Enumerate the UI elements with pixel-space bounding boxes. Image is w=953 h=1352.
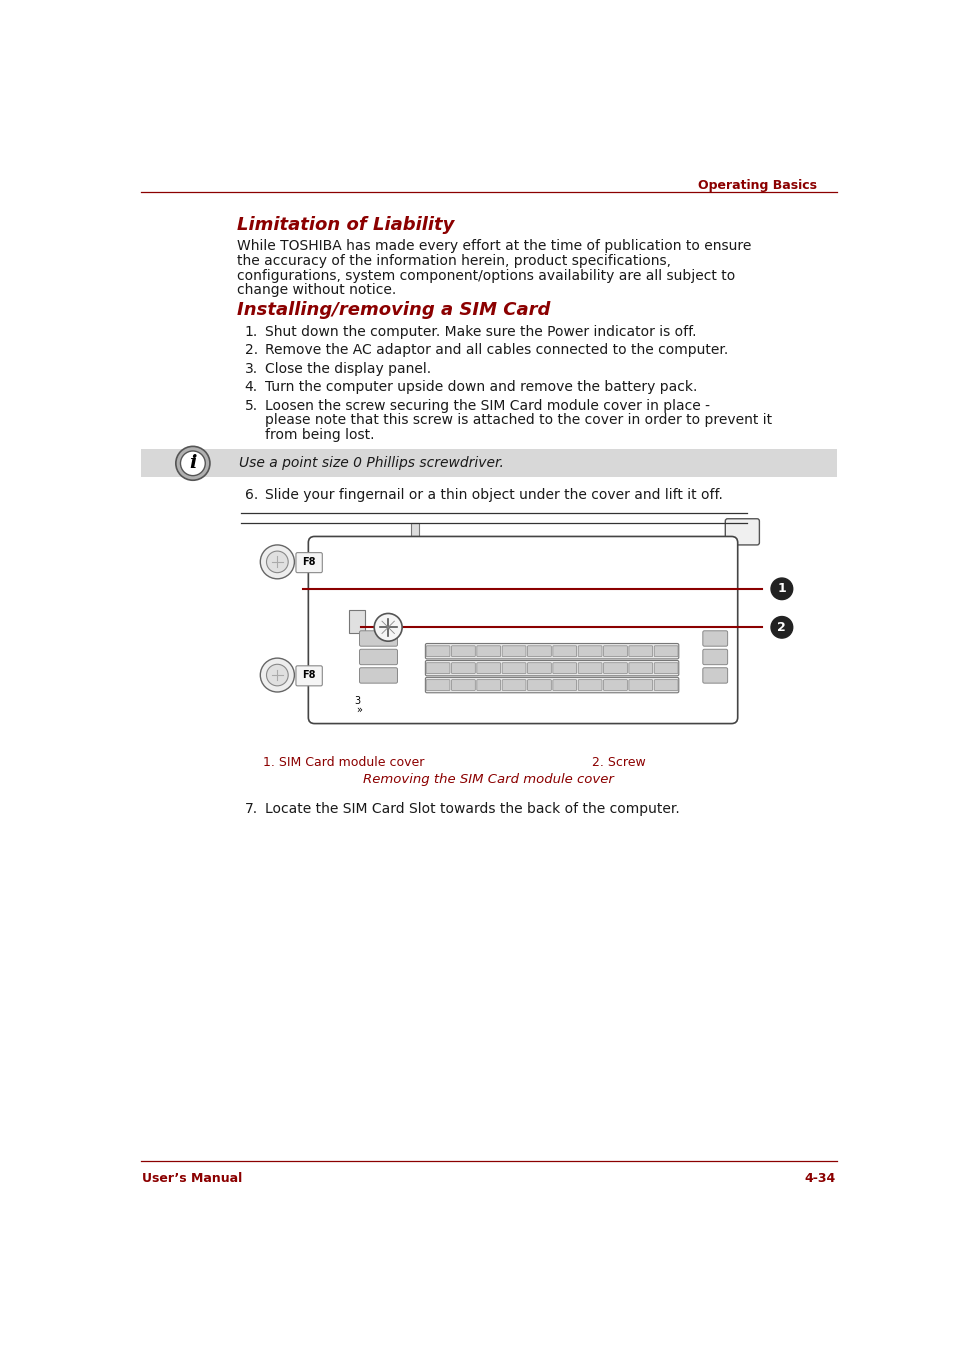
FancyBboxPatch shape <box>553 646 576 657</box>
Text: 2: 2 <box>777 621 785 634</box>
Text: Installing/removing a SIM Card: Installing/removing a SIM Card <box>236 301 550 319</box>
FancyBboxPatch shape <box>359 668 397 683</box>
FancyBboxPatch shape <box>349 610 365 634</box>
FancyBboxPatch shape <box>451 646 475 657</box>
Text: 4.: 4. <box>245 380 257 395</box>
FancyBboxPatch shape <box>702 649 727 665</box>
FancyBboxPatch shape <box>654 646 678 657</box>
FancyBboxPatch shape <box>603 646 627 657</box>
FancyBboxPatch shape <box>425 644 679 658</box>
Text: F8: F8 <box>302 557 315 566</box>
Text: 3: 3 <box>354 696 360 706</box>
FancyBboxPatch shape <box>359 649 397 665</box>
Text: »: » <box>356 706 362 715</box>
FancyBboxPatch shape <box>426 680 450 691</box>
Text: Locate the SIM Card Slot towards the back of the computer.: Locate the SIM Card Slot towards the bac… <box>265 802 679 817</box>
FancyBboxPatch shape <box>553 662 576 673</box>
FancyBboxPatch shape <box>295 553 322 573</box>
FancyBboxPatch shape <box>359 631 397 646</box>
Text: 4-34: 4-34 <box>803 1172 835 1186</box>
FancyBboxPatch shape <box>654 680 678 691</box>
FancyBboxPatch shape <box>501 646 525 657</box>
Circle shape <box>770 617 792 638</box>
Text: 7.: 7. <box>245 802 257 817</box>
Circle shape <box>770 579 792 599</box>
Text: While TOSHIBA has made every effort at the time of publication to ensure: While TOSHIBA has made every effort at t… <box>236 239 751 253</box>
FancyBboxPatch shape <box>295 665 322 685</box>
Text: the accuracy of the information herein, product specifications,: the accuracy of the information herein, … <box>236 254 670 268</box>
Circle shape <box>175 446 210 480</box>
Text: Loosen the screw securing the SIM Card module cover in place -: Loosen the screw securing the SIM Card m… <box>265 399 709 412</box>
FancyBboxPatch shape <box>578 662 601 673</box>
FancyBboxPatch shape <box>426 646 450 657</box>
Text: Remove the AC adaptor and all cables connected to the computer.: Remove the AC adaptor and all cables con… <box>265 343 727 357</box>
Circle shape <box>266 664 288 685</box>
FancyBboxPatch shape <box>578 680 601 691</box>
FancyBboxPatch shape <box>553 680 576 691</box>
Text: 3.: 3. <box>245 362 257 376</box>
FancyBboxPatch shape <box>476 646 500 657</box>
FancyBboxPatch shape <box>578 646 601 657</box>
FancyBboxPatch shape <box>425 677 679 692</box>
Text: 5.: 5. <box>245 399 257 412</box>
Text: from being lost.: from being lost. <box>265 427 375 442</box>
Circle shape <box>266 552 288 573</box>
FancyBboxPatch shape <box>628 646 652 657</box>
Text: Operating Basics: Operating Basics <box>697 180 816 192</box>
Text: 1: 1 <box>777 583 785 595</box>
FancyBboxPatch shape <box>527 646 551 657</box>
FancyBboxPatch shape <box>702 668 727 683</box>
Text: change without notice.: change without notice. <box>236 283 395 297</box>
Text: Limitation of Liability: Limitation of Liability <box>236 216 454 234</box>
FancyBboxPatch shape <box>476 662 500 673</box>
FancyBboxPatch shape <box>628 680 652 691</box>
FancyBboxPatch shape <box>451 662 475 673</box>
Circle shape <box>374 614 402 641</box>
FancyBboxPatch shape <box>141 449 836 477</box>
Text: please note that this screw is attached to the cover in order to prevent it: please note that this screw is attached … <box>265 414 771 427</box>
FancyBboxPatch shape <box>527 662 551 673</box>
FancyBboxPatch shape <box>426 662 450 673</box>
Text: 2. Screw: 2. Screw <box>592 756 645 769</box>
Text: Slide your fingernail or a thin object under the cover and lift it off.: Slide your fingernail or a thin object u… <box>265 488 722 502</box>
Text: Close the display panel.: Close the display panel. <box>265 362 431 376</box>
Circle shape <box>260 545 294 579</box>
Text: i: i <box>189 453 196 472</box>
FancyBboxPatch shape <box>308 537 737 723</box>
FancyBboxPatch shape <box>654 662 678 673</box>
Text: Use a point size 0 Phillips screwdriver.: Use a point size 0 Phillips screwdriver. <box>239 457 504 470</box>
FancyBboxPatch shape <box>501 662 525 673</box>
FancyBboxPatch shape <box>724 519 759 545</box>
FancyBboxPatch shape <box>425 660 679 676</box>
Text: configurations, system component/options availability are all subject to: configurations, system component/options… <box>236 269 735 283</box>
FancyBboxPatch shape <box>501 680 525 691</box>
Text: Turn the computer upside down and remove the battery pack.: Turn the computer upside down and remove… <box>265 380 697 395</box>
FancyBboxPatch shape <box>527 680 551 691</box>
Text: Removing the SIM Card module cover: Removing the SIM Card module cover <box>363 773 614 786</box>
FancyBboxPatch shape <box>603 662 627 673</box>
FancyBboxPatch shape <box>702 631 727 646</box>
Text: 1.: 1. <box>245 324 257 339</box>
Circle shape <box>260 658 294 692</box>
Text: 1. SIM Card module cover: 1. SIM Card module cover <box>262 756 423 769</box>
Text: User’s Manual: User’s Manual <box>142 1172 242 1186</box>
FancyBboxPatch shape <box>476 680 500 691</box>
Text: Shut down the computer. Make sure the Power indicator is off.: Shut down the computer. Make sure the Po… <box>265 324 696 339</box>
Circle shape <box>180 452 205 476</box>
FancyBboxPatch shape <box>451 680 475 691</box>
Text: 6.: 6. <box>245 488 257 502</box>
Text: 2.: 2. <box>245 343 257 357</box>
Text: F8: F8 <box>302 671 315 680</box>
FancyBboxPatch shape <box>603 680 627 691</box>
FancyBboxPatch shape <box>628 662 652 673</box>
FancyBboxPatch shape <box>411 523 418 541</box>
